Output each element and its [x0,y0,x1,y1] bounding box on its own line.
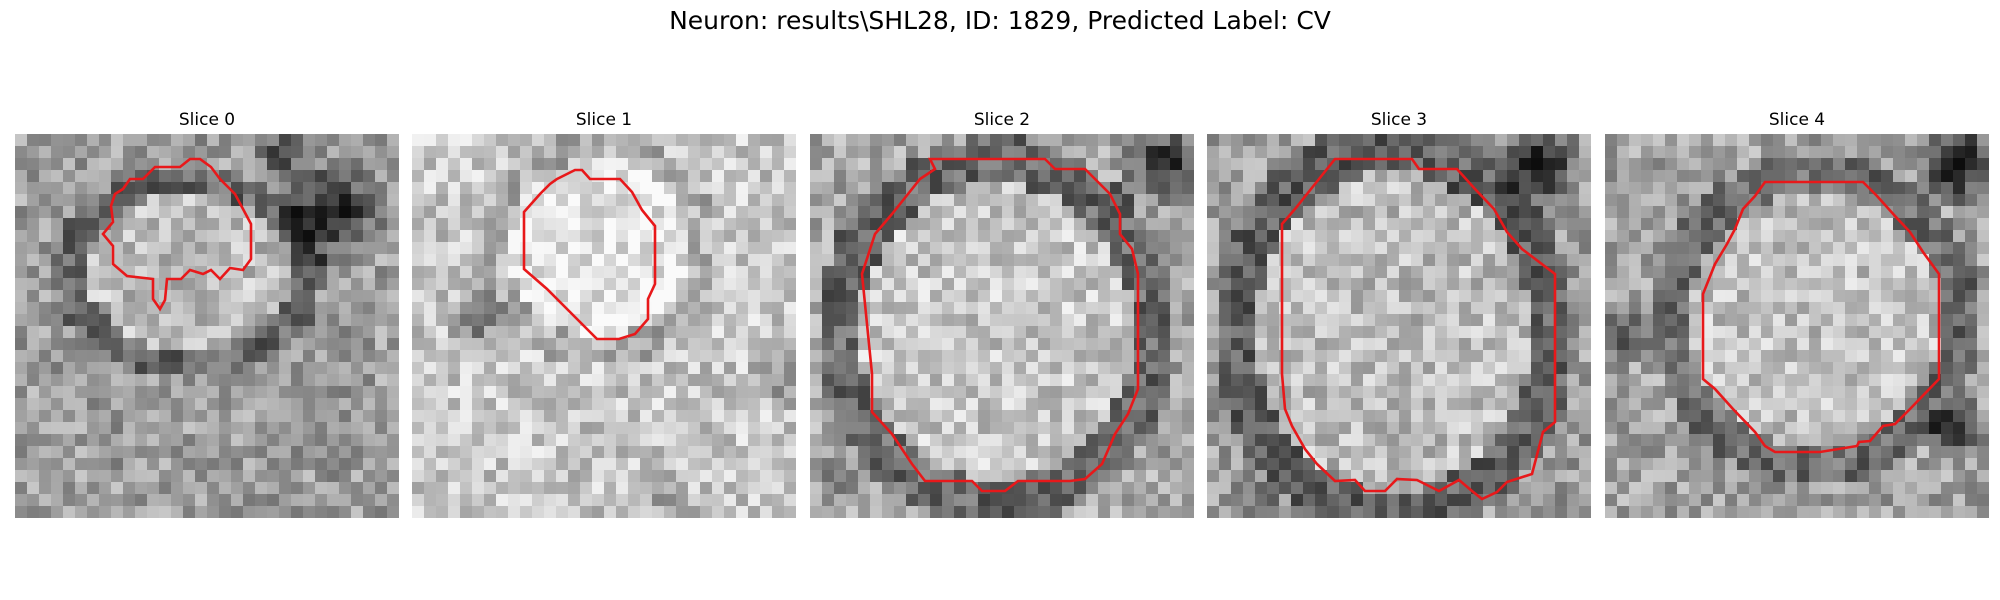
figure-title: Neuron: results\SHL28, ID: 1829, Predict… [0,6,2000,35]
roi-contour-line-4 [1703,182,1939,452]
roi-contour-2 [810,134,1194,518]
roi-contour-3 [1207,134,1591,518]
slice-title-1: Slice 1 [412,110,796,134]
slice-panel-4: Slice 4 [1605,110,1989,518]
roi-contour-line-1 [524,170,655,339]
roi-contour-4 [1605,134,1989,518]
slice-title-3: Slice 3 [1207,110,1591,134]
roi-contour-line-0 [103,159,251,309]
slice-title-0: Slice 0 [15,110,399,134]
roi-contour-0 [15,134,399,518]
slice-panel-3: Slice 3 [1207,110,1591,518]
roi-contour-1 [412,134,796,518]
slice-title-4: Slice 4 [1605,110,1989,134]
roi-contour-line-2 [862,159,1138,491]
slice-panel-2: Slice 2 [810,110,1194,518]
roi-contour-line-3 [1282,159,1555,499]
slice-panel-1: Slice 1 [412,110,796,518]
slice-panel-0: Slice 0 [15,110,399,518]
slice-title-2: Slice 2 [810,110,1194,134]
